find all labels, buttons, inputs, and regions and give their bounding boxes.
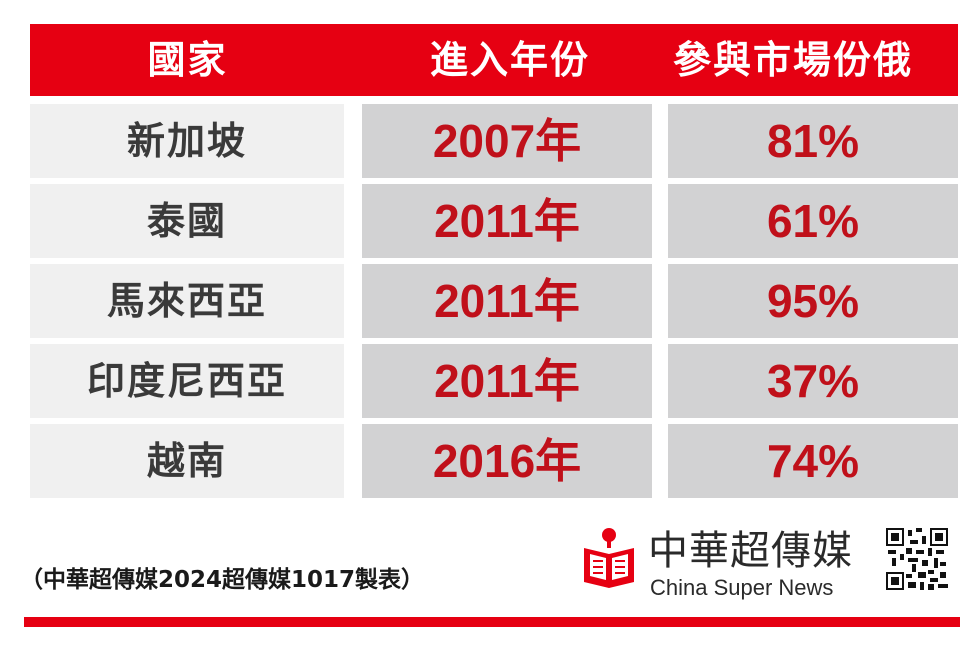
table-row: 新加坡 2007年 81%: [0, 104, 974, 178]
share-cell: 37%: [668, 344, 958, 418]
year-cell: 2007年: [362, 104, 652, 178]
share-cell: 81%: [668, 104, 958, 178]
reading-figure-logo-icon: [584, 528, 634, 588]
year-cell: 2016年: [362, 424, 652, 498]
year-cell: 2011年: [362, 184, 652, 258]
country-cell: 印度尼西亞: [30, 344, 344, 418]
country-cell: 新加坡: [30, 104, 344, 178]
year-cell: 2011年: [362, 344, 652, 418]
table-row: 馬來西亞 2011年 95%: [0, 264, 974, 338]
header-country: 國家: [147, 38, 228, 82]
country-cell: 泰國: [30, 184, 344, 258]
brand-name-en: China Super News: [650, 575, 834, 600]
header-entry-year: 進入年份: [429, 38, 590, 82]
table-row: 印度尼西亞 2011年 37%: [0, 344, 974, 418]
share-cell: 61%: [668, 184, 958, 258]
year-cell: 2011年: [362, 264, 652, 338]
country-cell: 馬來西亞: [30, 264, 344, 338]
table-row: 越南 2016年 74%: [0, 424, 974, 498]
bottom-accent-bar: [24, 617, 960, 627]
table-header: 國家 進入年份 參與市場份俄: [30, 24, 958, 96]
share-cell: 74%: [668, 424, 958, 498]
source-note: （中華超傳媒2024超傳媒1017製表）: [20, 567, 425, 593]
share-cell: 95%: [668, 264, 958, 338]
header-market-share: 參與市場份俄: [672, 38, 913, 82]
table-row: 泰國 2011年 61%: [0, 184, 974, 258]
brand-name-cn: 中華超傳媒: [648, 528, 853, 574]
country-cell: 越南: [30, 424, 344, 498]
qr-code-icon: [886, 528, 948, 590]
